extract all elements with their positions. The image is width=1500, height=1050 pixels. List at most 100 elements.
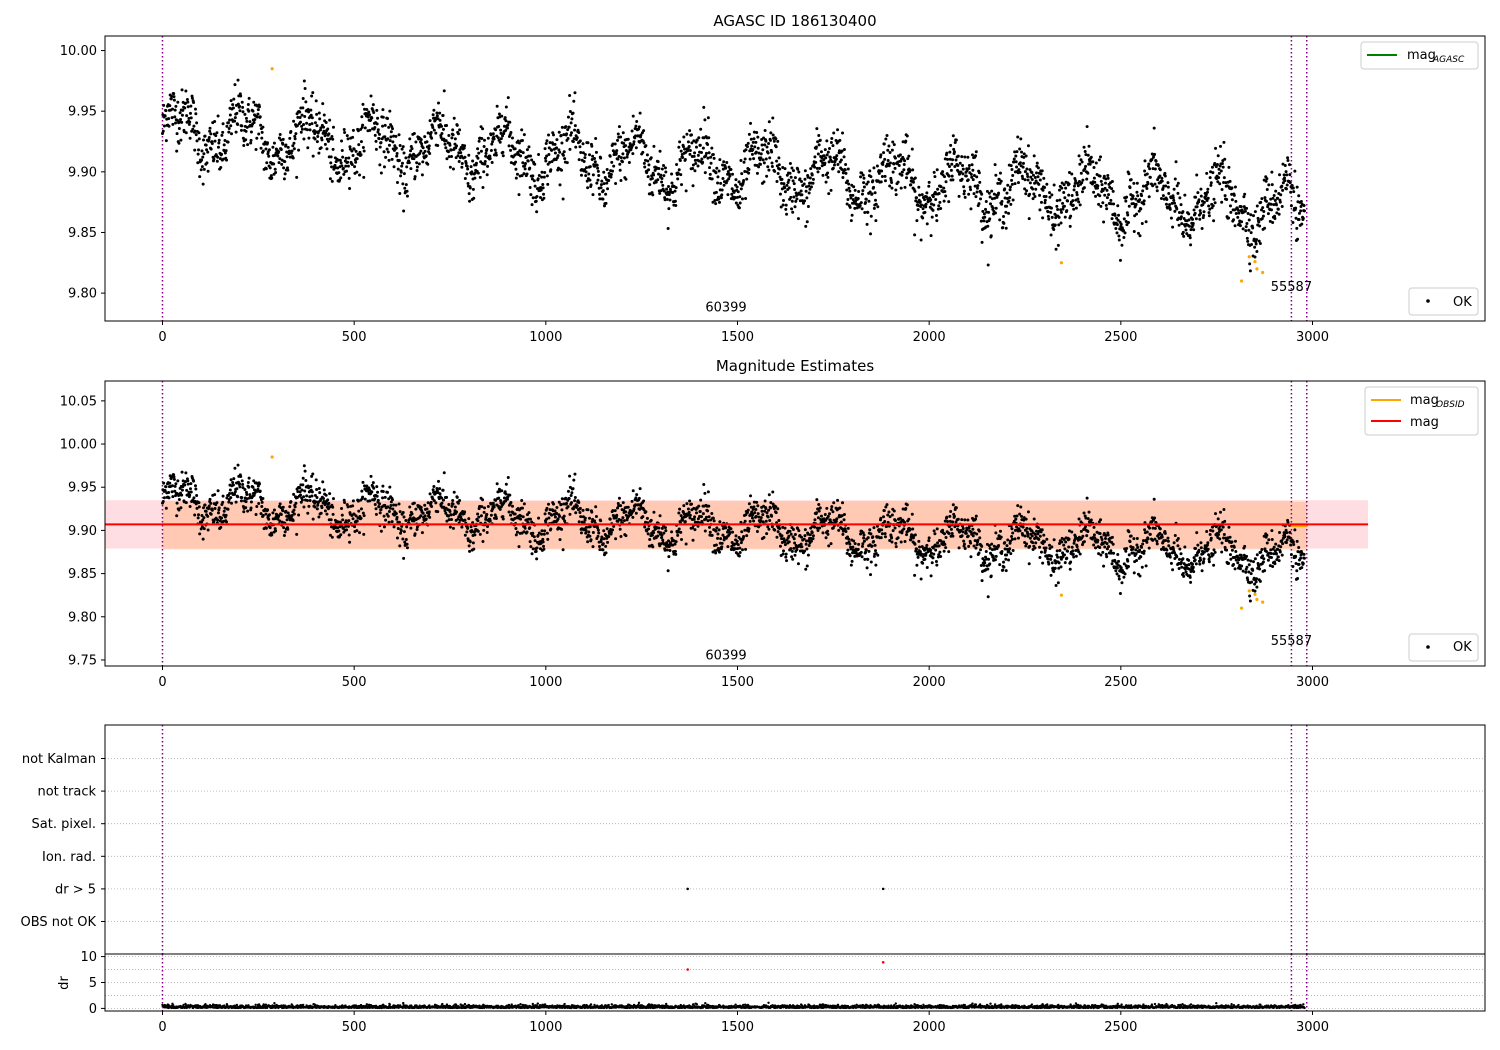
ok-point [431,125,435,129]
ok-point [322,125,325,129]
ok-point [784,555,788,559]
ok-point [766,151,770,155]
ok-point [1294,206,1298,210]
ok-point [725,161,729,165]
ok-point [614,151,618,155]
ok-point [504,492,508,496]
ok-point [975,190,979,194]
ok-point [601,189,605,193]
ok-point [707,504,711,508]
ok-point [842,147,846,151]
ok-point [1078,162,1082,166]
ok-point [202,138,206,142]
flagged-point [1059,261,1064,265]
ok-point [309,484,313,488]
ok-point [670,530,674,534]
ok-point [330,535,334,539]
ok-point [438,492,442,496]
ok-point [386,514,390,518]
ok-point [1083,150,1087,154]
ok-point [186,479,190,483]
ok-point [267,148,271,152]
ok-point [1155,185,1159,189]
ok-point [442,89,446,93]
ok-point [782,182,786,186]
ok-point [326,127,330,131]
ok-point [240,479,244,483]
ok-point [663,198,667,202]
ok-point [213,139,217,143]
ok-point [370,116,374,120]
ok-point [706,519,710,523]
ok-point [204,509,208,513]
ok-point [456,501,460,505]
ok-point [300,488,304,492]
ok-point [528,540,532,544]
ok-point [506,476,510,480]
ok-point [1096,184,1100,188]
ok-point [887,164,891,168]
ok-point [377,505,381,509]
ok-point [631,152,635,156]
ok-point [286,511,290,515]
ok-point [343,131,347,135]
ok-point [562,150,566,154]
ok-point [630,499,634,503]
ok-point [295,532,299,536]
ok-point [703,529,707,533]
ok-point [824,156,828,160]
ok-point [677,168,681,172]
ok-point [737,206,741,210]
ok-point [673,189,677,193]
ok-point [400,161,404,165]
ok-point [654,180,658,184]
ok-point [719,196,723,200]
ok-point [1017,168,1021,172]
ok-point [696,153,700,157]
ok-point [679,149,683,153]
ok-point [453,505,457,509]
ok-point [701,512,705,516]
flagged-point [1255,267,1259,271]
ok-point [681,518,685,522]
ok-point [728,531,732,535]
ok-point [1011,198,1015,202]
ok-point [1253,255,1257,259]
ok-point [347,176,351,180]
ok-point [310,490,314,494]
ok-point [737,554,741,558]
ok-point [668,187,672,191]
ok-point [1230,198,1234,202]
ok-point [301,106,305,110]
ok-point [492,137,496,141]
ok-point [829,140,833,144]
ok-point [818,138,822,142]
ok-point [497,124,501,128]
ok-point [624,149,628,153]
ok-point [530,203,534,207]
ok-point [291,144,295,148]
ok-point [463,144,467,148]
ok-point [652,510,656,514]
ok-point [749,121,753,125]
ok-point [553,151,557,155]
ok-point [1110,180,1114,184]
ok-point [740,530,744,534]
ok-point [816,170,820,174]
ok-point [674,186,678,190]
ok-point [360,115,364,119]
ok-point [377,502,381,506]
ok-point [1118,258,1122,262]
ok-point [795,197,799,201]
ok-point [568,94,572,98]
ok-point [695,138,699,142]
ok-point [168,481,172,485]
ok-point [890,540,894,544]
ok-point [1048,191,1052,195]
ok-point [482,528,486,532]
ok-point [1032,154,1036,158]
ok-point [728,174,732,178]
ok-point [450,518,454,522]
ok-point [348,145,352,149]
